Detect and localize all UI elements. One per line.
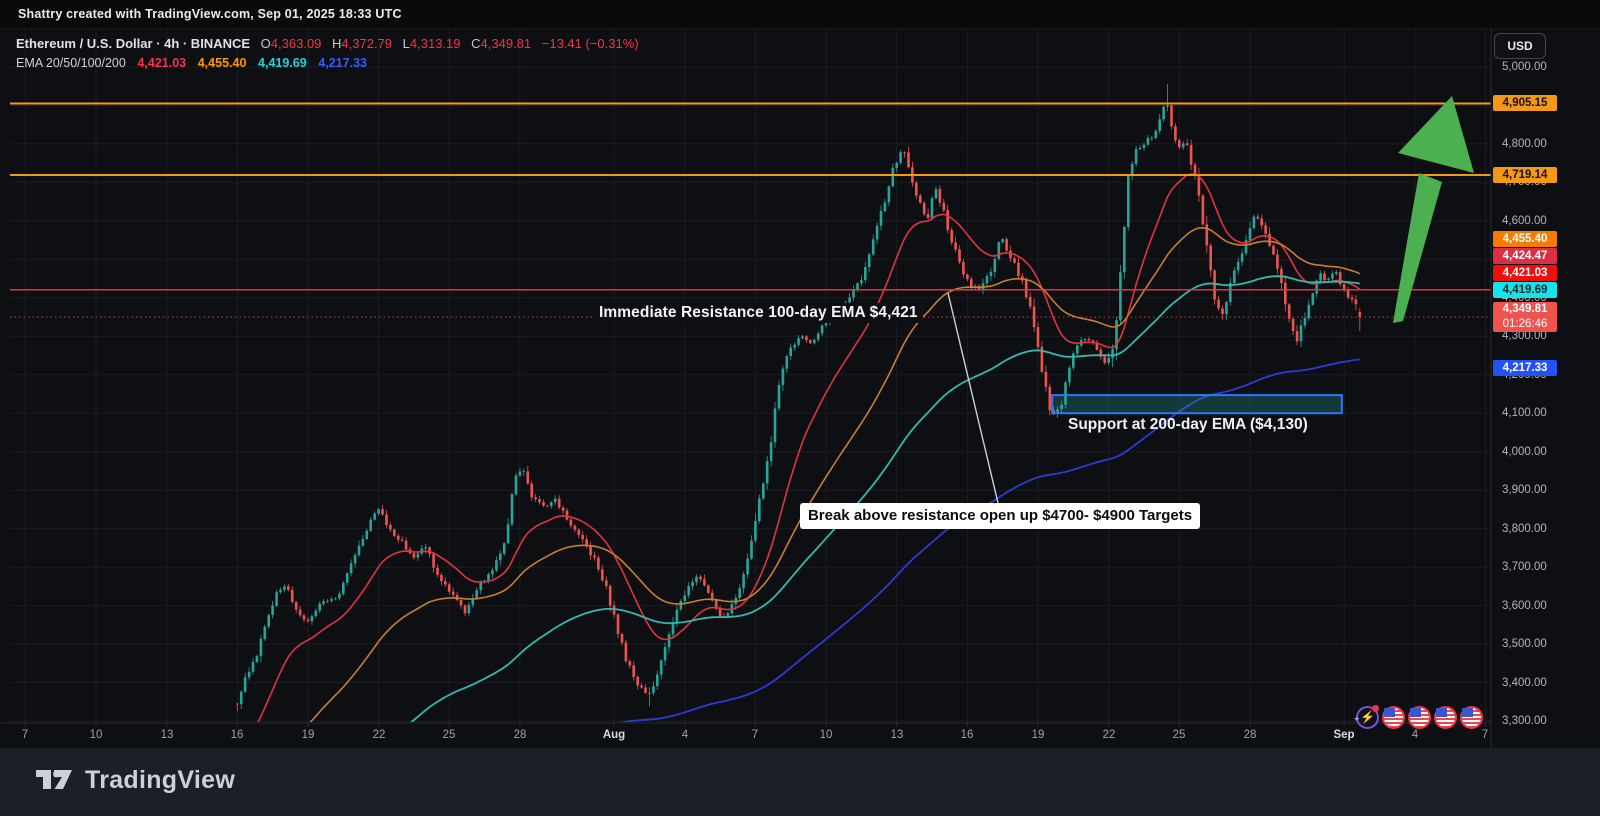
time-tick-label: Aug xyxy=(602,729,626,741)
change-value: −13.41 (−0.31%) xyxy=(541,36,639,51)
price-tick-label: 4,000.00 xyxy=(1502,446,1547,458)
ema-row: EMA 20/50/100/200 4,421.03 4,455.40 4,41… xyxy=(16,53,639,72)
time-tick-label: Sep xyxy=(1333,729,1355,741)
support-annotation[interactable]: Support at 200-day EMA ($4,130) xyxy=(1068,416,1308,433)
low-label: L xyxy=(402,36,410,51)
price-tick-label: 4,600.00 xyxy=(1502,215,1547,227)
tradingview-logo[interactable]: TradingView xyxy=(35,765,235,795)
price-tick-label: 3,900.00 xyxy=(1502,484,1547,496)
us-flag-event-icon[interactable] xyxy=(1408,706,1431,729)
last-price-badge: 4,349.81 01:26:46 xyxy=(1493,302,1557,332)
ema-indicator-label: EMA 20/50/100/200 xyxy=(16,56,126,70)
price-level-badge: 4,419.69 xyxy=(1493,282,1557,298)
footer-bar: TradingView xyxy=(0,748,1600,816)
high-value: 4,372.79 xyxy=(341,36,393,51)
price-tick-label: 3,500.00 xyxy=(1502,638,1547,650)
time-tick-label: 16 xyxy=(230,729,244,741)
price-tick-label: 3,300.00 xyxy=(1502,715,1547,727)
time-tick-label: 10 xyxy=(819,729,833,741)
symbol-legend[interactable]: Ethereum / U.S. Dollar · 4h · BINANCE O4… xyxy=(16,34,639,72)
ema20-line xyxy=(257,173,1361,722)
ema100-value: 4,419.69 xyxy=(258,56,307,70)
up-arrow-head xyxy=(1398,96,1474,173)
low-value: 4,313.19 xyxy=(409,36,461,51)
time-tick-label: 13 xyxy=(890,729,904,741)
price-level-badge: 4,424.47 xyxy=(1493,248,1557,264)
price-tick-label: 3,400.00 xyxy=(1502,677,1547,689)
ohlc-row: Ethereum / U.S. Dollar · 4h · BINANCE O4… xyxy=(16,34,639,53)
time-tick-label: 10 xyxy=(89,729,103,741)
ema200-line xyxy=(619,358,1360,722)
up-arrow-shaft xyxy=(1393,173,1442,323)
us-flag-event-icon[interactable] xyxy=(1434,706,1457,729)
time-tick-label: 7 xyxy=(21,729,29,741)
candlestick-series xyxy=(236,84,1362,712)
tradingview-wordmark: TradingView xyxy=(85,765,236,794)
support-zone-box xyxy=(1051,394,1343,415)
callout-line xyxy=(947,292,999,504)
currency-toggle-button[interactable]: USD xyxy=(1494,33,1546,59)
breakout-callout-box[interactable]: Break above resistance open up $4700- $4… xyxy=(800,503,1200,529)
close-value: 4,349.81 xyxy=(480,36,532,51)
price-tick-label: 5,000.00 xyxy=(1502,61,1547,73)
candlestick-chart-canvas[interactable] xyxy=(0,29,1600,749)
open-value: 4,363.09 xyxy=(270,36,322,51)
price-tick-label: 3,700.00 xyxy=(1502,561,1547,573)
time-tick-label: 4 xyxy=(1411,729,1419,741)
time-tick-label: 25 xyxy=(442,729,456,741)
price-level-badge: 4,719.14 xyxy=(1493,167,1557,183)
ema50-line xyxy=(309,226,1361,722)
plot-area xyxy=(236,84,1362,722)
price-tick-label: 4,800.00 xyxy=(1502,138,1547,150)
time-tick-label: 7 xyxy=(1481,729,1489,741)
price-level-badge: 4,905.15 xyxy=(1493,95,1557,111)
time-tick-label: 22 xyxy=(1102,729,1116,741)
price-level-badge: 4,421.03 xyxy=(1493,265,1557,281)
ema100-line xyxy=(410,275,1360,722)
high-label: H xyxy=(332,36,342,51)
time-tick-label: 13 xyxy=(160,729,174,741)
price-tick-label: 3,800.00 xyxy=(1502,523,1547,535)
ema50-value: 4,455.40 xyxy=(197,56,247,70)
open-label: O xyxy=(260,36,271,51)
attribution-bar: Shattry created with TradingView.com, Se… xyxy=(0,0,1600,28)
time-tick-label: 4 xyxy=(681,729,689,741)
time-tick-label: 7 xyxy=(751,729,759,741)
price-level-badge: 4,455.40 xyxy=(1493,231,1557,247)
symbol-title: Ethereum / U.S. Dollar · 4h · BINANCE xyxy=(16,36,251,51)
ema200-value: 4,217.33 xyxy=(318,56,367,70)
time-tick-label: 19 xyxy=(301,729,315,741)
time-tick-label: 28 xyxy=(513,729,527,741)
chart-panel[interactable]: Ethereum / U.S. Dollar · 4h · BINANCE O4… xyxy=(0,28,1600,749)
price-tick-label: 4,100.00 xyxy=(1502,407,1547,419)
time-tick-label: 16 xyxy=(960,729,974,741)
tradingview-logo-icon xyxy=(36,770,72,789)
price-level-badge: 4,217.33 xyxy=(1493,360,1557,376)
us-flag-event-icon[interactable] xyxy=(1460,706,1483,729)
time-tick-label: 28 xyxy=(1243,729,1257,741)
time-tick-label: 25 xyxy=(1172,729,1186,741)
price-tick-label: 3,600.00 xyxy=(1502,600,1547,612)
refresh-bolt-icon[interactable]: ⚡ ✦ xyxy=(1353,705,1379,729)
us-flag-event-icon[interactable] xyxy=(1382,706,1405,729)
price-tick-label: 4,300.00 xyxy=(1502,330,1547,342)
time-tick-label: 22 xyxy=(372,729,386,741)
resistance-annotation[interactable]: Immediate Resistance 100-day EMA $4,421 xyxy=(594,303,923,323)
ema20-value: 4,421.03 xyxy=(137,56,187,70)
close-label: C xyxy=(471,36,481,51)
time-tick-label: 19 xyxy=(1031,729,1045,741)
